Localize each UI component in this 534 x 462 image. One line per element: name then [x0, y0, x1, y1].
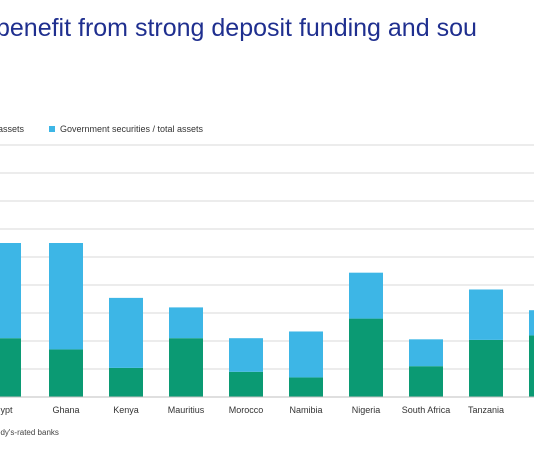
x-tick-label: gypt — [0, 405, 13, 415]
x-tick-label: South Africa — [402, 405, 451, 415]
legend-entry-government-securities: Government securities / total assets — [49, 124, 203, 134]
bar-government-securities-tanzania — [469, 289, 503, 340]
bar-assets-morocco — [229, 371, 263, 397]
bar-assets-unlabeled — [529, 335, 534, 397]
legend-entry-assets: assets — [0, 124, 24, 134]
bar-government-securities-gypt — [0, 243, 21, 339]
x-tick-label: Mauritius — [168, 405, 205, 415]
bar-government-securities-south-africa — [409, 339, 443, 367]
bar-assets-ghana — [49, 349, 83, 397]
x-tick-label: Namibia — [289, 405, 322, 415]
bar-government-securities-unlabeled — [529, 310, 534, 336]
bar-assets-south-africa — [409, 366, 443, 397]
legend-label-assets: assets — [0, 124, 25, 134]
chart-title: benefit from strong deposit funding and … — [0, 14, 477, 42]
x-tick-label: Nigeria — [352, 405, 381, 415]
source-note: ody's-rated banks — [0, 428, 59, 437]
bar-assets-namibia — [289, 377, 323, 397]
x-tick-label: Morocco — [229, 405, 264, 415]
bar-assets-mauritius — [169, 338, 203, 397]
x-tick-label: Ghana — [52, 405, 79, 415]
bar-assets-gypt — [0, 338, 21, 397]
bar-government-securities-kenya — [109, 297, 143, 368]
bar-government-securities-namibia — [289, 331, 323, 378]
bar-government-securities-mauritius — [169, 307, 203, 339]
bar-assets-kenya — [109, 367, 143, 397]
bar-government-securities-ghana — [49, 243, 83, 350]
legend-label-government-securities: Government securities / total assets — [60, 124, 204, 134]
x-tick-label: Kenya — [113, 405, 139, 415]
bar-government-securities-morocco — [229, 338, 263, 372]
legend-swatch-government-securities — [49, 126, 55, 132]
bar-assets-nigeria — [349, 318, 383, 397]
bar-government-securities-nigeria — [349, 272, 383, 319]
bar-assets-tanzania — [469, 339, 503, 397]
x-tick-label: Tanzania — [468, 405, 504, 415]
